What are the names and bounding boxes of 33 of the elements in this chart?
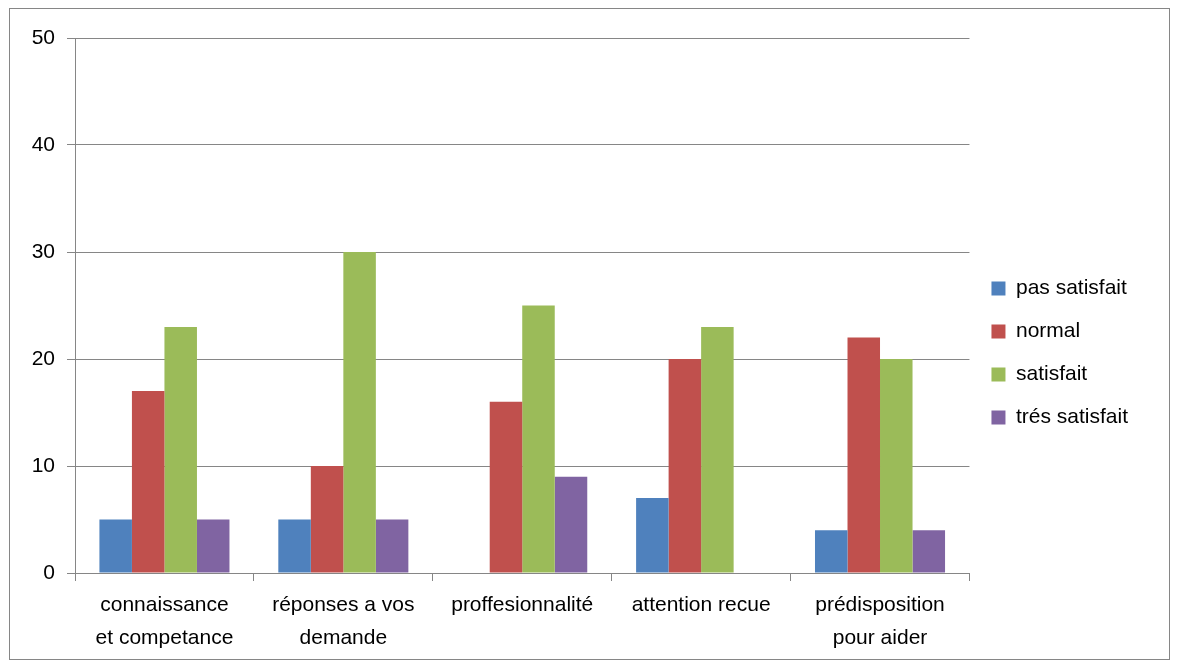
bar — [880, 359, 913, 573]
bar — [636, 498, 669, 573]
bar — [196, 519, 230, 573]
bar — [912, 530, 946, 573]
bar — [310, 466, 344, 573]
bar — [489, 401, 523, 573]
x-tick-label: attention recue — [631, 592, 771, 616]
legend-label: satisfait — [1015, 361, 1088, 385]
bar — [343, 252, 376, 573]
bar — [522, 305, 555, 573]
legend-label: pas satisfait — [1015, 275, 1128, 299]
bar — [668, 359, 702, 573]
bar — [278, 519, 311, 573]
bar — [701, 326, 734, 573]
x-tick-label: connaissance et competance — [95, 592, 234, 648]
bar — [814, 530, 848, 573]
legend-label: trés satisfait — [1015, 404, 1129, 428]
bar — [847, 337, 881, 573]
y-tick-label: 50 — [31, 24, 55, 48]
x-tick-label: prédisposition pour aider — [815, 592, 945, 648]
bar — [164, 326, 197, 573]
y-tick-label: 30 — [31, 238, 55, 262]
x-tick-label: proffesionnalité — [451, 592, 594, 616]
y-tick-label: 0 — [43, 559, 55, 583]
y-tick-label: 10 — [31, 452, 55, 476]
bar — [131, 391, 165, 573]
x-tick-label: réponses a vos demande — [272, 592, 415, 648]
y-tick-label: 20 — [31, 345, 55, 369]
y-tick-label: 40 — [31, 131, 55, 155]
legend-label: normal — [1015, 318, 1081, 342]
bar — [554, 476, 588, 573]
bar — [375, 519, 409, 573]
bar — [99, 519, 132, 573]
